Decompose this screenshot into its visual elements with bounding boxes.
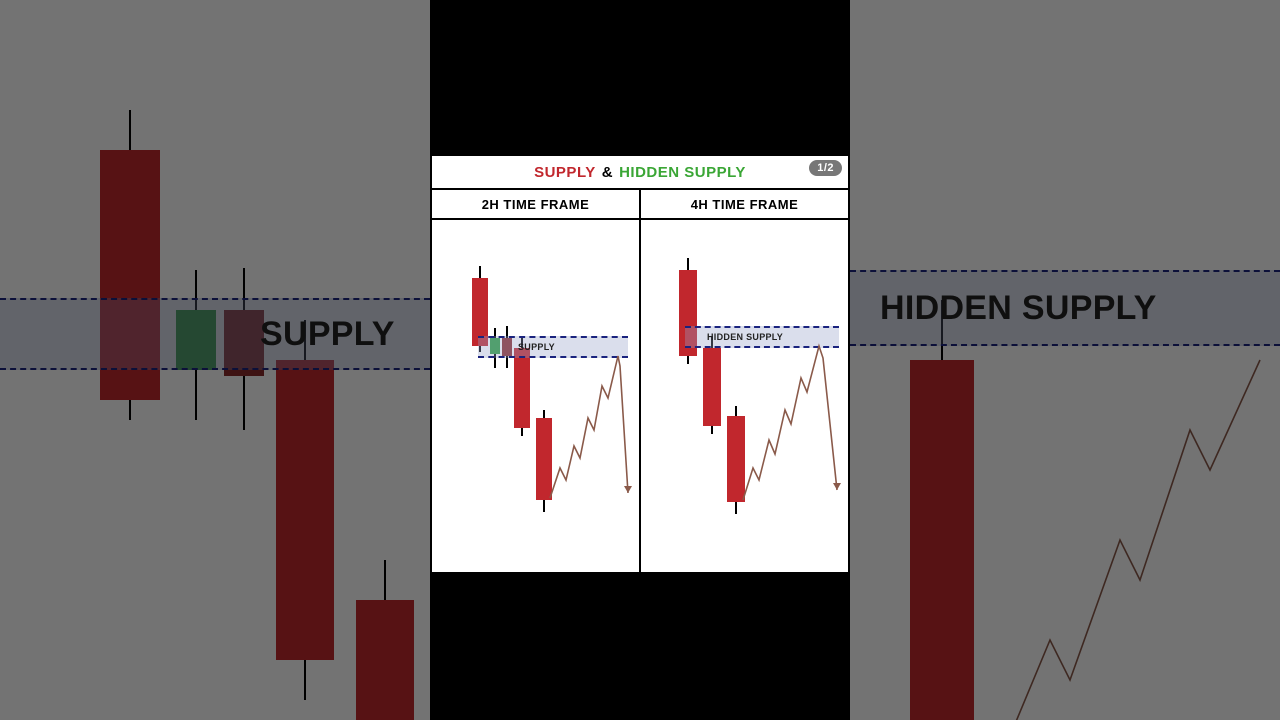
- background-left: SUPPLY: [0, 0, 430, 720]
- candle-body: [276, 360, 334, 660]
- subheader-left: 2H TIME FRAME: [432, 190, 641, 218]
- page-badge: 1/2: [809, 160, 842, 176]
- title-ampersand: &: [602, 164, 613, 181]
- panel-2h: SUPPLY: [432, 218, 641, 572]
- panels: SUPPLY HIDDEN SUPPLY: [432, 218, 848, 572]
- candle-body: [356, 600, 414, 720]
- center-column: SUPPLY & HIDDEN SUPPLY 1/2 2H TIME FRAME…: [430, 0, 850, 720]
- price-line: [641, 218, 849, 574]
- background-right: HIDDEN SUPPLY: [850, 0, 1280, 720]
- subheader-row: 2H TIME FRAME 4H TIME FRAME: [432, 190, 848, 220]
- panel-4h: HIDDEN SUPPLY: [641, 218, 848, 572]
- title-hidden-supply: HIDDEN SUPPLY: [619, 164, 746, 181]
- title-row: SUPPLY & HIDDEN SUPPLY 1/2: [432, 156, 848, 190]
- subheader-right: 4H TIME FRAME: [641, 190, 848, 218]
- infographic-card: SUPPLY & HIDDEN SUPPLY 1/2 2H TIME FRAME…: [430, 154, 850, 574]
- supply-zone: SUPPLY: [0, 298, 430, 370]
- price-line: [850, 0, 1280, 720]
- title-supply: SUPPLY: [534, 164, 596, 181]
- stage: SUPPLY HIDDEN SUPPLY SUPPLY & HIDDEN SUP…: [0, 0, 1280, 720]
- price-line: [432, 218, 640, 574]
